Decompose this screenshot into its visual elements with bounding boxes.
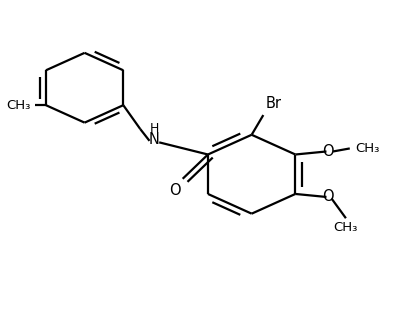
Text: CH₃: CH₃ xyxy=(356,142,380,155)
Text: O: O xyxy=(323,189,334,205)
Text: O: O xyxy=(169,183,181,198)
Text: Br: Br xyxy=(265,95,281,111)
Text: O: O xyxy=(323,144,334,159)
Text: N: N xyxy=(149,133,160,147)
Text: CH₃: CH₃ xyxy=(6,99,31,112)
Text: H: H xyxy=(149,122,159,135)
Text: CH₃: CH₃ xyxy=(334,221,358,234)
